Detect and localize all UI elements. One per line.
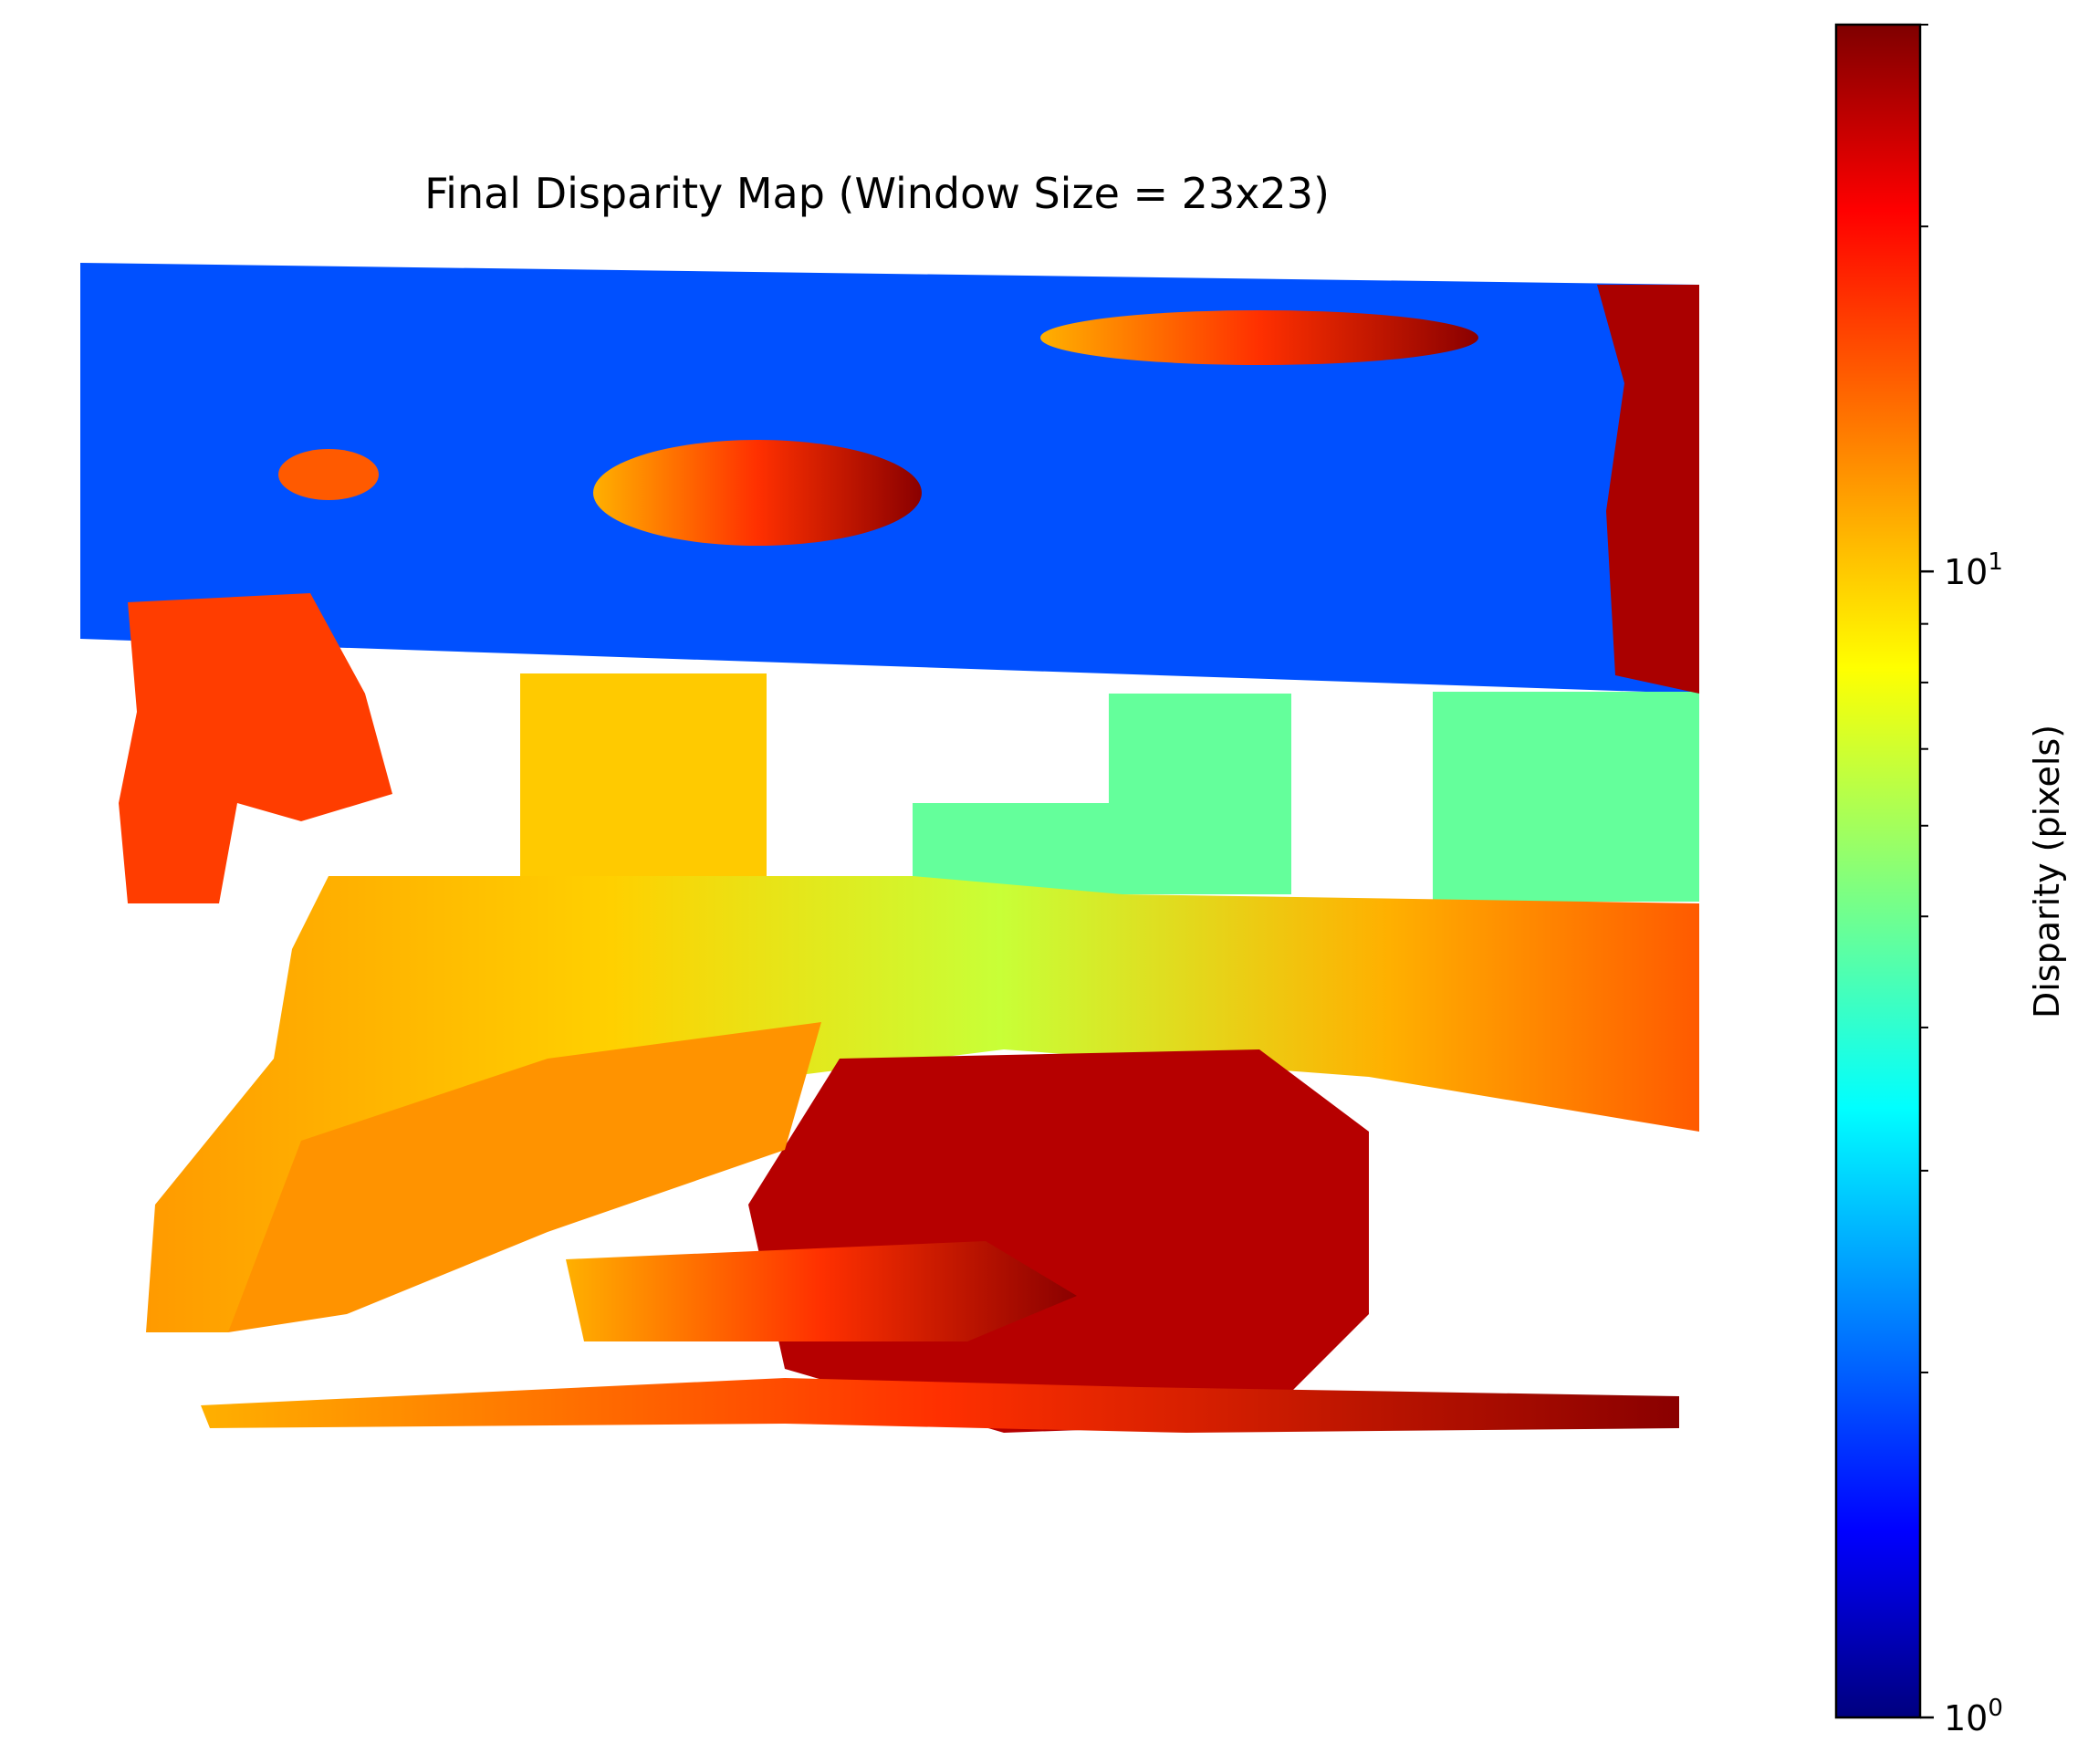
colorbar-gradient: [1834, 23, 1922, 1719]
chart-title: Final Disparity Map (Window Size = 23x23…: [424, 169, 1330, 218]
streak-upper-3: [278, 449, 379, 500]
colorbar-tick-label: 101: [1944, 548, 2003, 592]
region-right-box-1: [1109, 694, 1291, 894]
colorbar-label: Disparity (pixels): [2027, 725, 2067, 1018]
region-floor-left: [228, 1022, 821, 1332]
disparity-map: [80, 263, 1699, 1433]
region-center-box: [520, 673, 767, 892]
region-bottom-strip: [201, 1378, 1679, 1433]
region-floor-band: [146, 876, 1699, 1332]
colorbar-ticks: 100 101: [1920, 24, 2003, 1738]
region-foreground-objects: [748, 1049, 1369, 1433]
region-right-edge: [1597, 285, 1699, 694]
region-foreground-streak: [566, 1241, 1077, 1341]
region-right-box-2: [1433, 692, 1699, 902]
region-left-wall: [119, 593, 392, 903]
colorbar: 100 101 Disparity (pixels): [1834, 23, 2067, 1738]
colorbar-tick-label: 100: [1944, 1695, 2003, 1738]
streak-upper-2: [1040, 310, 1478, 365]
streak-upper-1: [593, 440, 922, 546]
